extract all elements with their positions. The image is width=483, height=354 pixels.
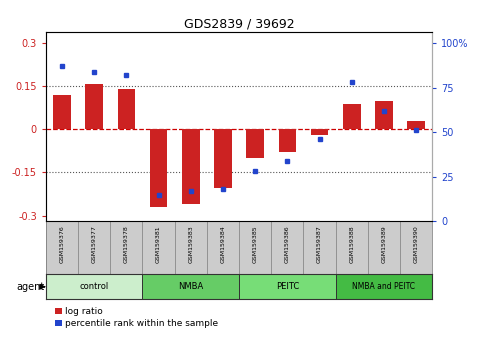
- Bar: [246, 130, 264, 158]
- Title: GDS2839 / 39692: GDS2839 / 39692: [184, 18, 295, 31]
- Text: GSM159385: GSM159385: [253, 225, 258, 263]
- Bar: [182, 130, 199, 204]
- Text: GSM159390: GSM159390: [413, 225, 419, 263]
- Bar: [53, 95, 71, 130]
- Text: PEITC: PEITC: [276, 282, 299, 291]
- Text: GSM159377: GSM159377: [92, 225, 97, 263]
- Text: GSM159376: GSM159376: [59, 225, 65, 263]
- Bar: [85, 84, 103, 130]
- Text: GSM159388: GSM159388: [349, 225, 355, 263]
- Text: NMBA: NMBA: [178, 282, 203, 291]
- Text: GSM159378: GSM159378: [124, 225, 129, 263]
- Bar: [239, 274, 336, 299]
- Bar: [150, 130, 168, 207]
- Bar: [336, 274, 432, 299]
- Legend: log ratio, percentile rank within the sample: log ratio, percentile rank within the sa…: [55, 307, 218, 328]
- Text: control: control: [80, 282, 109, 291]
- Bar: [375, 101, 393, 130]
- Bar: [407, 121, 425, 130]
- Text: agent: agent: [16, 282, 44, 292]
- Text: GSM159389: GSM159389: [382, 225, 386, 263]
- Bar: [214, 130, 232, 188]
- Bar: [311, 130, 328, 135]
- Bar: [142, 274, 239, 299]
- Text: GSM159386: GSM159386: [285, 225, 290, 263]
- Bar: [279, 130, 296, 152]
- Bar: [117, 89, 135, 130]
- Bar: [46, 274, 142, 299]
- Bar: [343, 104, 361, 130]
- Text: GSM159383: GSM159383: [188, 225, 193, 263]
- Text: GSM159384: GSM159384: [220, 225, 226, 263]
- Text: NMBA and PEITC: NMBA and PEITC: [353, 282, 415, 291]
- Text: GSM159387: GSM159387: [317, 225, 322, 263]
- Text: GSM159381: GSM159381: [156, 225, 161, 263]
